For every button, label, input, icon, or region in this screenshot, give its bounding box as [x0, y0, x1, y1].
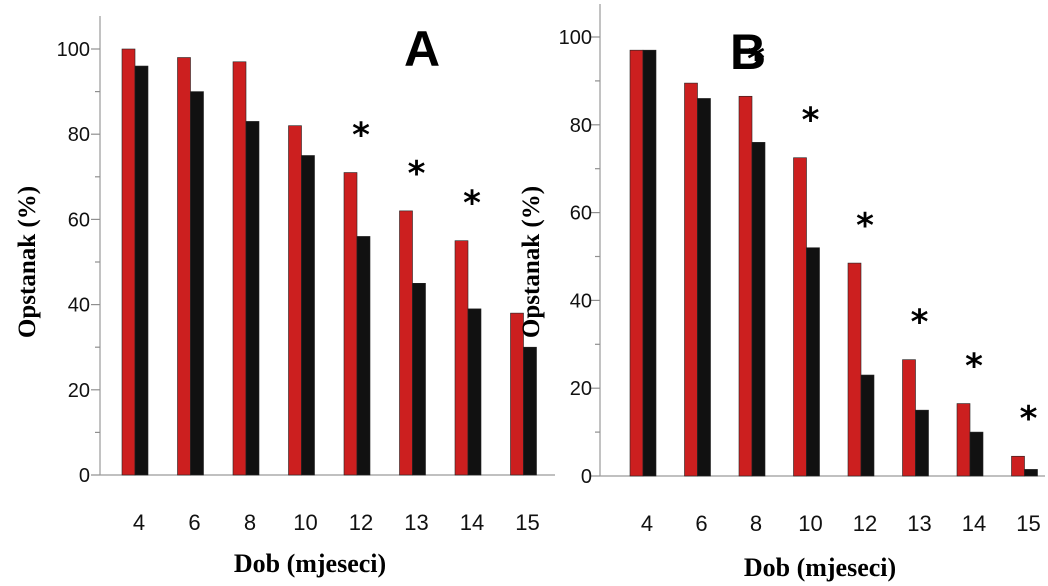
y-tick-label: 60	[68, 209, 90, 231]
significance-star: *	[352, 116, 370, 156]
x-tick-label: 10	[798, 511, 822, 536]
y-tick-label: 100	[57, 39, 90, 61]
x-axis-label: Dob (mjeseci)	[234, 549, 386, 578]
x-tick-label: 13	[404, 510, 428, 535]
bar-red	[121, 48, 136, 476]
x-tick-label: 8	[244, 510, 256, 535]
y-tick-label: 80	[570, 115, 592, 137]
bar-red	[1011, 455, 1025, 477]
bar-black	[190, 91, 204, 476]
bar-red	[629, 49, 644, 477]
y-tick-label: 40	[570, 290, 592, 312]
bar-black	[751, 142, 766, 477]
bar-black	[860, 374, 875, 477]
y-tick-label: 60	[570, 203, 592, 225]
bar-black	[467, 308, 482, 476]
y-axis-label: Opstanak (%)	[518, 186, 545, 338]
bar-red	[288, 125, 302, 476]
bar-red	[177, 57, 191, 476]
bar-black	[356, 236, 371, 476]
bar-black	[806, 247, 820, 477]
bar-red	[684, 82, 698, 477]
bar-black	[642, 49, 657, 477]
y-tick-label: 40	[68, 295, 90, 317]
bar-red	[738, 95, 753, 477]
significance-star: *	[856, 206, 874, 246]
x-tick-label: 6	[695, 511, 707, 536]
significance-star: *	[747, 39, 765, 79]
y-tick-label: 100	[559, 27, 592, 49]
x-tick-label: 4	[133, 510, 145, 535]
bar-black	[697, 98, 711, 477]
significance-star: *	[463, 184, 481, 224]
bar-black	[915, 409, 929, 477]
y-tick-label: 20	[570, 378, 592, 400]
bar-black	[245, 121, 260, 476]
bar-black	[134, 65, 149, 476]
bar-red	[902, 359, 916, 477]
y-tick-label: 0	[79, 465, 90, 487]
chart-panel-a: 0 20 40 60 80 100 4 6 8 10 12 * 13 * 14 * 15 Opstanak (%)…	[14, 16, 555, 578]
x-tick-label: 15	[1016, 511, 1040, 536]
bar-black	[301, 155, 315, 476]
x-tick-label: 10	[293, 510, 317, 535]
bar-black	[969, 431, 984, 477]
significance-star: *	[408, 154, 426, 194]
x-tick-label: 12	[349, 510, 373, 535]
bar-red	[847, 262, 862, 477]
significance-star: *	[965, 347, 983, 387]
panel-letter: B	[730, 24, 766, 80]
bar-red	[793, 157, 807, 477]
x-tick-label: 15	[515, 510, 539, 535]
significance-star: *	[911, 303, 929, 343]
x-tick-label: 4	[641, 511, 653, 536]
bar-black	[523, 346, 537, 476]
x-tick-label: 8	[750, 511, 762, 536]
bar-black	[412, 282, 426, 476]
y-axis-label: Opstanak (%)	[14, 186, 41, 338]
bar-red	[454, 240, 469, 476]
bar-black	[1024, 469, 1038, 477]
chart-panel-b: 0 20 40 60 80 100 4 6 8 * 10 * 12 * 13 * 14 * 15 * Opstanak …	[518, 4, 1045, 582]
significance-star: *	[802, 101, 820, 141]
significance-star: *	[1020, 399, 1038, 439]
panel-letter: A	[404, 21, 440, 77]
bar-red	[232, 61, 247, 476]
x-tick-label: 14	[460, 510, 484, 535]
x-tick-label: 14	[962, 511, 986, 536]
x-axis-label: Dob (mjeseci)	[744, 553, 896, 582]
x-tick-label: 12	[853, 511, 877, 536]
bar-red	[399, 210, 413, 476]
x-tick-label: 13	[907, 511, 931, 536]
bar-red	[956, 403, 971, 477]
y-tick-label: 20	[68, 380, 90, 402]
y-tick-label: 0	[581, 466, 592, 488]
x-tick-label: 6	[188, 510, 200, 535]
y-tick-label: 80	[68, 124, 90, 146]
bar-red	[343, 172, 358, 476]
